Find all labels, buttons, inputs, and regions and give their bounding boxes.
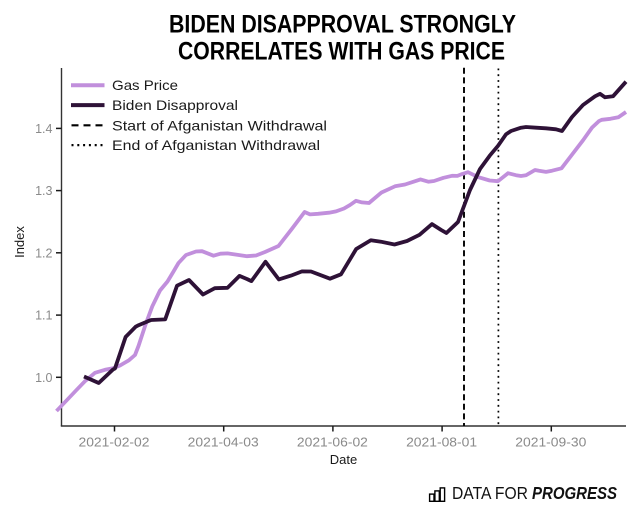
svg-text:Start of Afganistan Withdrawal: Start of Afganistan Withdrawal xyxy=(112,117,327,133)
svg-text:2021-02-02: 2021-02-02 xyxy=(79,436,150,450)
svg-text:Gas Price: Gas Price xyxy=(112,77,178,93)
svg-text:Date: Date xyxy=(330,452,357,467)
svg-text:Biden Disapproval: Biden Disapproval xyxy=(112,97,238,113)
svg-text:DATA FOR: DATA FOR xyxy=(452,483,528,503)
svg-text:1.0: 1.0 xyxy=(35,371,52,385)
svg-text:2021-09-30: 2021-09-30 xyxy=(515,436,586,450)
svg-text:Index: Index xyxy=(12,226,27,258)
svg-text:CORRELATES WITH GAS PRICE: CORRELATES WITH GAS PRICE xyxy=(178,38,505,66)
svg-text:End of Afganistan Withdrawal: End of Afganistan Withdrawal xyxy=(112,137,320,153)
svg-text:2021-08-01: 2021-08-01 xyxy=(406,436,477,450)
svg-text:1.4: 1.4 xyxy=(35,122,52,136)
svg-text:2021-06-02: 2021-06-02 xyxy=(297,436,368,450)
svg-text:BIDEN DISAPPROVAL STRONGLY: BIDEN DISAPPROVAL STRONGLY xyxy=(169,11,516,39)
svg-text:1.2: 1.2 xyxy=(35,246,52,260)
svg-text:1.1: 1.1 xyxy=(35,309,52,323)
svg-text:PROGRESS: PROGRESS xyxy=(532,483,617,503)
svg-text:1.3: 1.3 xyxy=(35,184,52,198)
svg-text:2021-04-03: 2021-04-03 xyxy=(188,436,259,450)
